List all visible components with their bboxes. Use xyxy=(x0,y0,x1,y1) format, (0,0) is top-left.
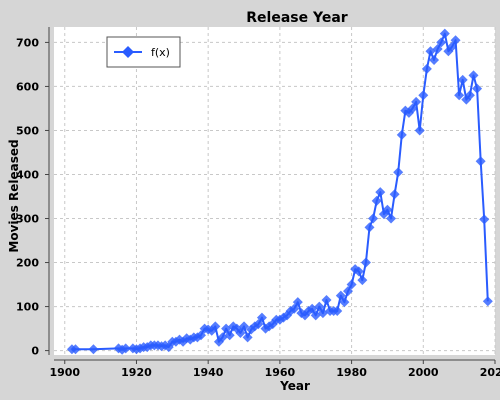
legend: f(x) xyxy=(106,36,181,68)
legend-label: f(x) xyxy=(151,46,170,59)
series-layer: 1902: 31903: 31908: 31915: 51916: 21917:… xyxy=(66,28,493,355)
data-point: 1985: 280 xyxy=(364,222,375,233)
data-point: 1997: 550 xyxy=(407,103,418,114)
data-point: 2009: 705 xyxy=(450,35,461,46)
data-point: 1917: 5 xyxy=(120,343,131,354)
data-point: 2016: 430 xyxy=(475,156,486,167)
data-point: 2011: 615 xyxy=(457,74,468,85)
y-tick-label: 100 xyxy=(16,301,39,314)
data-point: 2015: 595 xyxy=(472,83,483,94)
data-point: 2018: 112 xyxy=(482,296,493,307)
data-point: 1971: 100 xyxy=(314,301,325,312)
legend-diamond-icon xyxy=(122,46,134,58)
data-point: 1938: 35 xyxy=(196,330,206,341)
data-point: 1954: 60 xyxy=(253,319,264,330)
data-point: 1991: 300 xyxy=(386,213,397,224)
x-tick-label: 1980 xyxy=(336,366,367,379)
y-tick-label: 500 xyxy=(16,124,39,137)
axes xyxy=(48,27,495,361)
data-point: 1950: 55 xyxy=(239,321,250,332)
data-point: 1999: 500 xyxy=(414,125,425,136)
y-tick-label: 300 xyxy=(16,213,39,226)
data-point: 1994: 490 xyxy=(396,129,407,140)
y-tick-label: 0 xyxy=(31,345,39,358)
plot-area xyxy=(54,27,495,355)
data-point: 1978: 110 xyxy=(339,297,350,308)
data-point: 2013: 580 xyxy=(464,90,475,101)
x-tick-label: 1960 xyxy=(265,366,296,379)
data-point: 1908: 3 xyxy=(88,344,99,355)
y-tick-label: 400 xyxy=(16,168,39,181)
data-point: 2005: 700 xyxy=(436,37,447,48)
chart-title: Release Year xyxy=(246,10,348,26)
data-point: 1986: 300 xyxy=(368,213,379,224)
y-tick-label: 700 xyxy=(16,36,39,49)
data-point: 1982: 180 xyxy=(353,266,364,277)
data-point: 1980: 150 xyxy=(346,279,357,290)
data-point: 1988: 360 xyxy=(375,187,386,198)
data-point: 1990: 320 xyxy=(382,204,393,215)
y-tick-label: 200 xyxy=(16,257,39,270)
data-point: 1942: 55 xyxy=(210,321,221,332)
data-point: 1903: 3 xyxy=(70,344,81,355)
data-point: 1951: 30 xyxy=(242,332,253,343)
data-point: 1965: 110 xyxy=(292,297,303,308)
y-axis-ticks: 0 100 200 300 400 500 600 700 xyxy=(16,36,49,358)
data-point: 1973: 115 xyxy=(321,294,332,305)
x-tick-label: 1900 xyxy=(49,366,80,379)
data-point: 2004: 685 xyxy=(432,44,443,55)
data-point: 1992: 355 xyxy=(389,189,400,200)
data-point: 1983: 160 xyxy=(357,275,368,286)
data-point: 1987: 340 xyxy=(371,195,382,206)
data-point: 1949: 40 xyxy=(235,327,246,338)
data-point: 1984: 200 xyxy=(360,257,371,268)
data-point: 1976: 90 xyxy=(332,305,343,316)
x-tick-label: 2000 xyxy=(408,366,439,379)
data-point: 2001: 640 xyxy=(421,63,432,74)
x-axis-label: Year xyxy=(279,379,310,393)
y-axis-label: Movies Released xyxy=(7,139,21,252)
data-point: 1964: 95 xyxy=(289,303,300,314)
data-point: 2006: 720 xyxy=(439,28,450,39)
data-point: 1946: 35 xyxy=(224,330,235,341)
data-point: 1955: 75 xyxy=(256,312,267,323)
data-point: 2008: 690 xyxy=(446,41,457,52)
data-point: 1979: 135 xyxy=(343,286,353,297)
data-point: 2017: 298 xyxy=(479,214,490,225)
data-point: 1993: 405 xyxy=(393,167,404,178)
data-point: 1998: 565 xyxy=(411,96,422,107)
data-point: 2014: 625 xyxy=(468,70,479,81)
data-point: 1977: 125 xyxy=(335,290,346,301)
x-tick-label: 1940 xyxy=(193,366,224,379)
x-tick-label: 1920 xyxy=(121,366,152,379)
y-tick-label: 600 xyxy=(16,80,39,93)
data-point: 2000: 580 xyxy=(418,90,429,101)
